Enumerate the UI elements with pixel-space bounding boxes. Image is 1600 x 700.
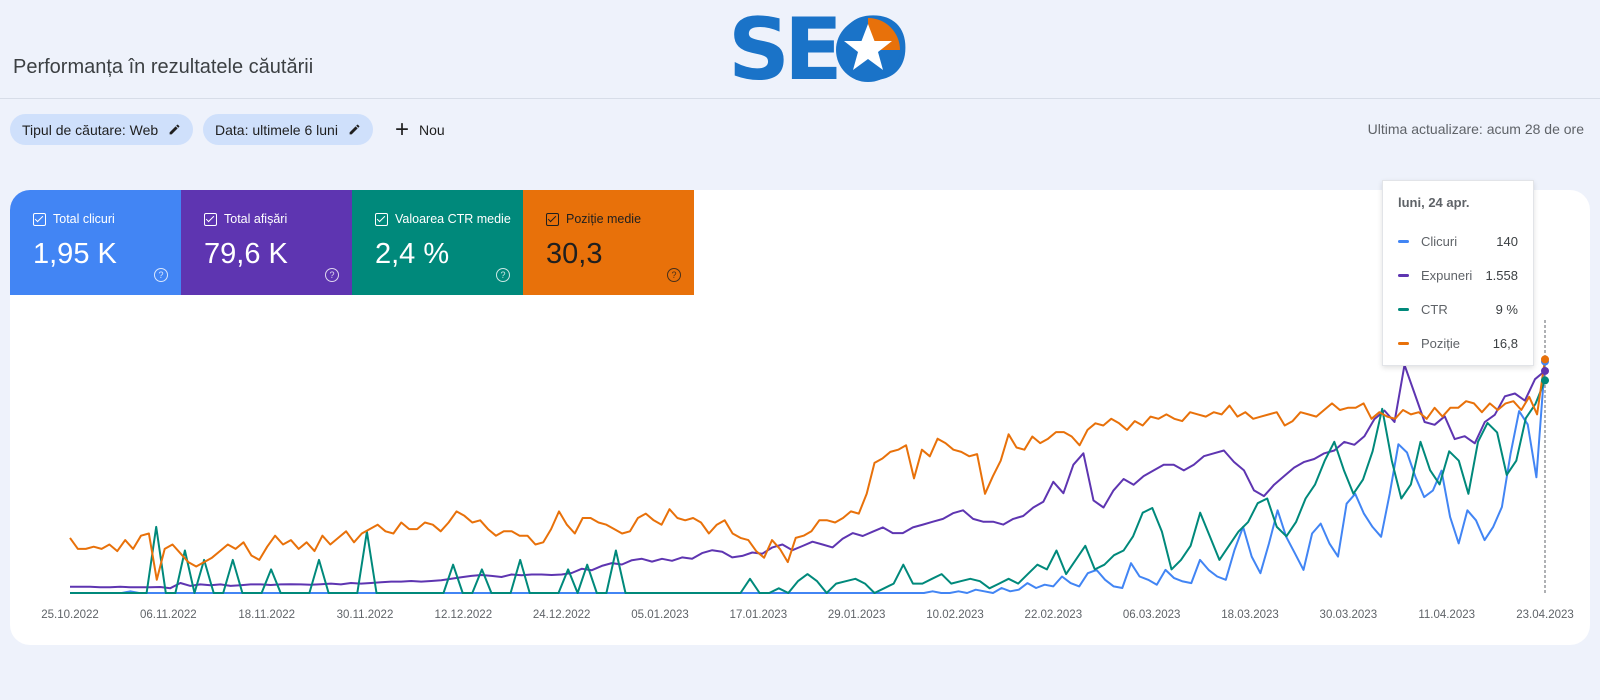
checkbox-icon[interactable] [546,212,559,226]
x-tick-label: 18.03.2023 [1221,609,1279,621]
x-tick-label: 22.02.2023 [1025,609,1083,621]
metric-label: Total afișări [224,212,288,226]
x-tick-label: 24.12.2022 [533,609,591,621]
tooltip-row-value: 16,8 [1492,335,1518,351]
tooltip-row-name: CTR [1421,301,1448,317]
tooltip-row-value: 1.558 [1485,267,1518,283]
tooltip-row-position: Poziție 16,8 [1398,326,1518,360]
tooltip-row-value: 9 % [1495,301,1518,317]
metric-label: Valoarea CTR medie [395,212,511,226]
plus-icon: + [395,116,410,143]
help-icon[interactable]: ? [496,268,510,282]
new-filter-label: Nou [419,122,445,138]
metric-value: 30,3 [546,238,603,270]
tooltip-row-ctr: CTR 9 % [1398,292,1518,326]
legend-swatch [1398,273,1409,277]
help-icon[interactable]: ? [154,268,168,282]
legend-swatch [1398,341,1409,345]
metric-label: Total clicuri [53,212,115,226]
last-update-text: Ultima actualizare: acum 28 de ore [1367,121,1584,137]
x-tick-label: 06.03.2023 [1123,609,1181,621]
seo-logo: SEO [728,6,910,94]
metric-average-ctr[interactable]: Valoarea CTR medie 2,4 % ? [352,190,523,295]
x-tick-label: 05.01.2023 [631,609,689,621]
chart-tooltip: luni, 24 apr. Clicuri 140 Expuneri 1.558… [1382,180,1534,366]
series-line-1 [70,364,1546,590]
tooltip-row-name: Poziție [1421,335,1461,351]
metric-value: 79,6 K [204,238,288,270]
metric-label: Poziție medie [566,212,642,226]
help-icon[interactable]: ? [667,268,681,282]
legend-swatch [1398,307,1409,311]
metric-value: 1,95 K [33,238,117,270]
x-tick-label: 06.11.2022 [140,609,197,621]
x-tick-label: 23.04.2023 [1516,609,1574,621]
hover-point [1541,355,1549,364]
metric-average-position[interactable]: Poziție medie 30,3 ? [523,190,694,295]
tooltip-row-value: 140 [1496,233,1518,249]
x-tick-label: 29.01.2023 [828,609,886,621]
tooltip-row-clicks: Clicuri 140 [1398,224,1518,258]
series-line-3 [69,359,1546,581]
x-tick-label: 11.04.2023 [1418,609,1475,621]
x-tick-label: 10.02.2023 [926,609,984,621]
help-icon[interactable]: ? [325,268,339,282]
x-tick-label: 25.10.2022 [41,609,99,621]
page-title: Performanța în rezultatele căutării [13,56,314,78]
x-tick-label: 18.11.2022 [238,609,295,621]
checkbox-icon[interactable] [204,212,217,226]
series-line-0 [70,361,1546,594]
metric-value: 2,4 % [375,238,450,270]
hover-point [1541,376,1549,385]
x-tick-label: 30.03.2023 [1320,609,1378,621]
tooltip-row-name: Expuneri [1421,267,1473,283]
new-filter-button[interactable]: + Nou [395,116,445,144]
header-divider [0,98,1600,99]
star-o-icon [836,18,900,82]
tooltip-row-impressions: Expuneri 1.558 [1398,258,1518,292]
x-tick-label: 17.01.2023 [730,609,788,621]
search-type-filter-chip[interactable]: Tipul de căutare: Web [10,114,194,145]
hover-point [1541,366,1549,375]
metric-total-impressions[interactable]: Total afișări 79,6 K ? [181,190,352,295]
x-tick-label: 12.12.2022 [435,609,493,621]
search-type-filter-label: Tipul de căutare: Web [22,121,159,138]
legend-swatch [1398,239,1409,243]
series-line-2 [70,380,1546,594]
date-filter-label: Data: ultimele 6 luni [215,121,338,138]
checkbox-icon[interactable] [33,212,46,226]
edit-pencil-icon [349,124,360,135]
edit-pencil-icon [169,124,180,135]
x-tick-label: 30.11.2022 [337,609,394,621]
metric-total-clicks[interactable]: Total clicuri 1,95 K ? [10,190,181,295]
date-filter-chip[interactable]: Data: ultimele 6 luni [203,114,373,145]
tooltip-date: luni, 24 apr. [1398,195,1470,210]
tooltip-row-name: Clicuri [1421,233,1458,249]
checkbox-icon[interactable] [375,212,388,226]
